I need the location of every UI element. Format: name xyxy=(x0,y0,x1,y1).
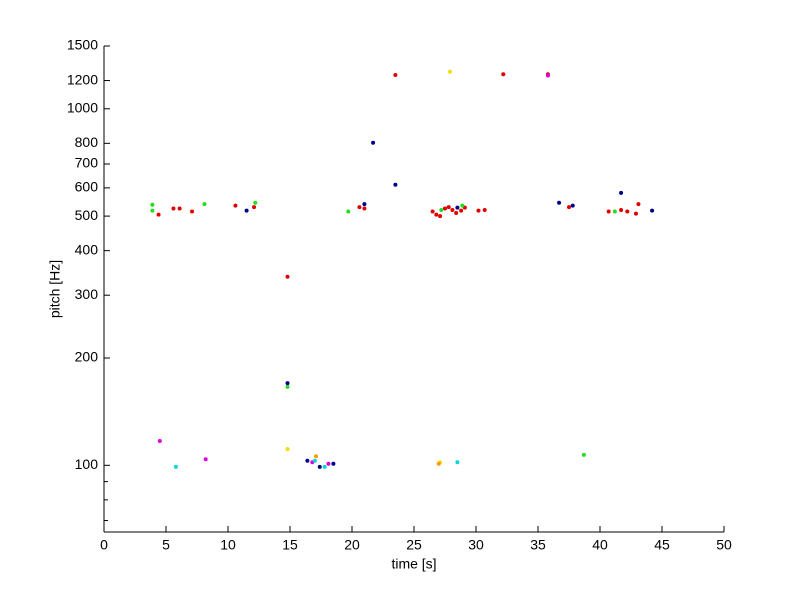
point xyxy=(619,190,624,195)
point xyxy=(447,69,452,74)
x-tick-label: 10 xyxy=(220,537,236,553)
x-tick-label: 5 xyxy=(162,537,170,553)
point xyxy=(285,447,290,452)
point xyxy=(171,206,176,211)
point xyxy=(371,140,376,145)
point xyxy=(460,203,465,208)
point xyxy=(305,458,310,463)
y-tick-label: 200 xyxy=(75,349,99,365)
point xyxy=(362,206,367,211)
point xyxy=(317,464,322,469)
point xyxy=(177,206,182,211)
point xyxy=(156,212,161,217)
x-tick-label: 0 xyxy=(100,537,108,553)
point xyxy=(606,209,611,214)
point xyxy=(233,203,238,208)
point xyxy=(312,458,317,463)
y-tick-label: 1200 xyxy=(67,71,98,87)
point xyxy=(326,461,331,466)
x-axis-label: time [s] xyxy=(391,556,436,572)
point xyxy=(357,205,362,210)
x-tick-label: 20 xyxy=(344,537,360,553)
point xyxy=(157,438,162,443)
point xyxy=(482,208,487,213)
point xyxy=(619,208,624,213)
point xyxy=(545,73,550,78)
point xyxy=(393,72,398,77)
point xyxy=(436,461,441,466)
point xyxy=(570,203,575,208)
point xyxy=(285,384,290,389)
point xyxy=(438,214,443,219)
point xyxy=(501,72,506,77)
point xyxy=(285,274,290,279)
point xyxy=(346,209,351,214)
point xyxy=(314,454,319,459)
y-tick-label: 1000 xyxy=(67,99,98,115)
y-tick-label: 800 xyxy=(75,134,99,150)
point xyxy=(244,208,249,213)
point xyxy=(285,381,290,386)
point xyxy=(252,205,257,210)
point xyxy=(190,209,195,214)
x-tick-label: 35 xyxy=(530,537,546,553)
y-tick-label: 400 xyxy=(75,241,99,257)
point xyxy=(581,452,586,457)
point xyxy=(439,208,444,213)
point xyxy=(443,206,447,211)
point xyxy=(567,205,571,210)
x-tick-label: 50 xyxy=(716,537,732,553)
point xyxy=(253,200,258,205)
point xyxy=(459,208,464,213)
x-tick-label: 40 xyxy=(592,537,608,553)
y-tick-label: 600 xyxy=(75,179,99,195)
point xyxy=(455,205,460,210)
x-tick-label: 30 xyxy=(468,537,484,553)
y-tick-label: 100 xyxy=(75,456,99,472)
point xyxy=(650,208,655,213)
y-tick-label: 700 xyxy=(75,155,99,171)
point xyxy=(625,209,630,214)
y-axis-label: pitch [Hz] xyxy=(47,260,63,318)
point xyxy=(322,464,327,469)
point xyxy=(434,212,439,217)
point xyxy=(476,208,481,213)
point xyxy=(203,457,208,462)
point xyxy=(150,208,155,213)
x-tick-label: 25 xyxy=(406,537,422,553)
point xyxy=(446,205,451,210)
point xyxy=(362,202,367,207)
point xyxy=(455,460,460,465)
point xyxy=(454,211,459,216)
point xyxy=(612,209,617,214)
point xyxy=(393,182,398,187)
point xyxy=(331,461,336,466)
point xyxy=(202,202,207,207)
point xyxy=(450,208,455,213)
y-tick-label: 300 xyxy=(75,286,99,302)
y-tick-label: 1500 xyxy=(67,37,98,53)
point xyxy=(633,211,638,216)
point xyxy=(430,209,435,214)
x-tick-label: 15 xyxy=(282,537,298,553)
point xyxy=(636,202,641,207)
y-tick-label: 500 xyxy=(75,207,99,223)
point xyxy=(173,464,178,469)
point xyxy=(150,202,155,207)
point xyxy=(557,200,562,205)
x-tick-label: 45 xyxy=(654,537,670,553)
